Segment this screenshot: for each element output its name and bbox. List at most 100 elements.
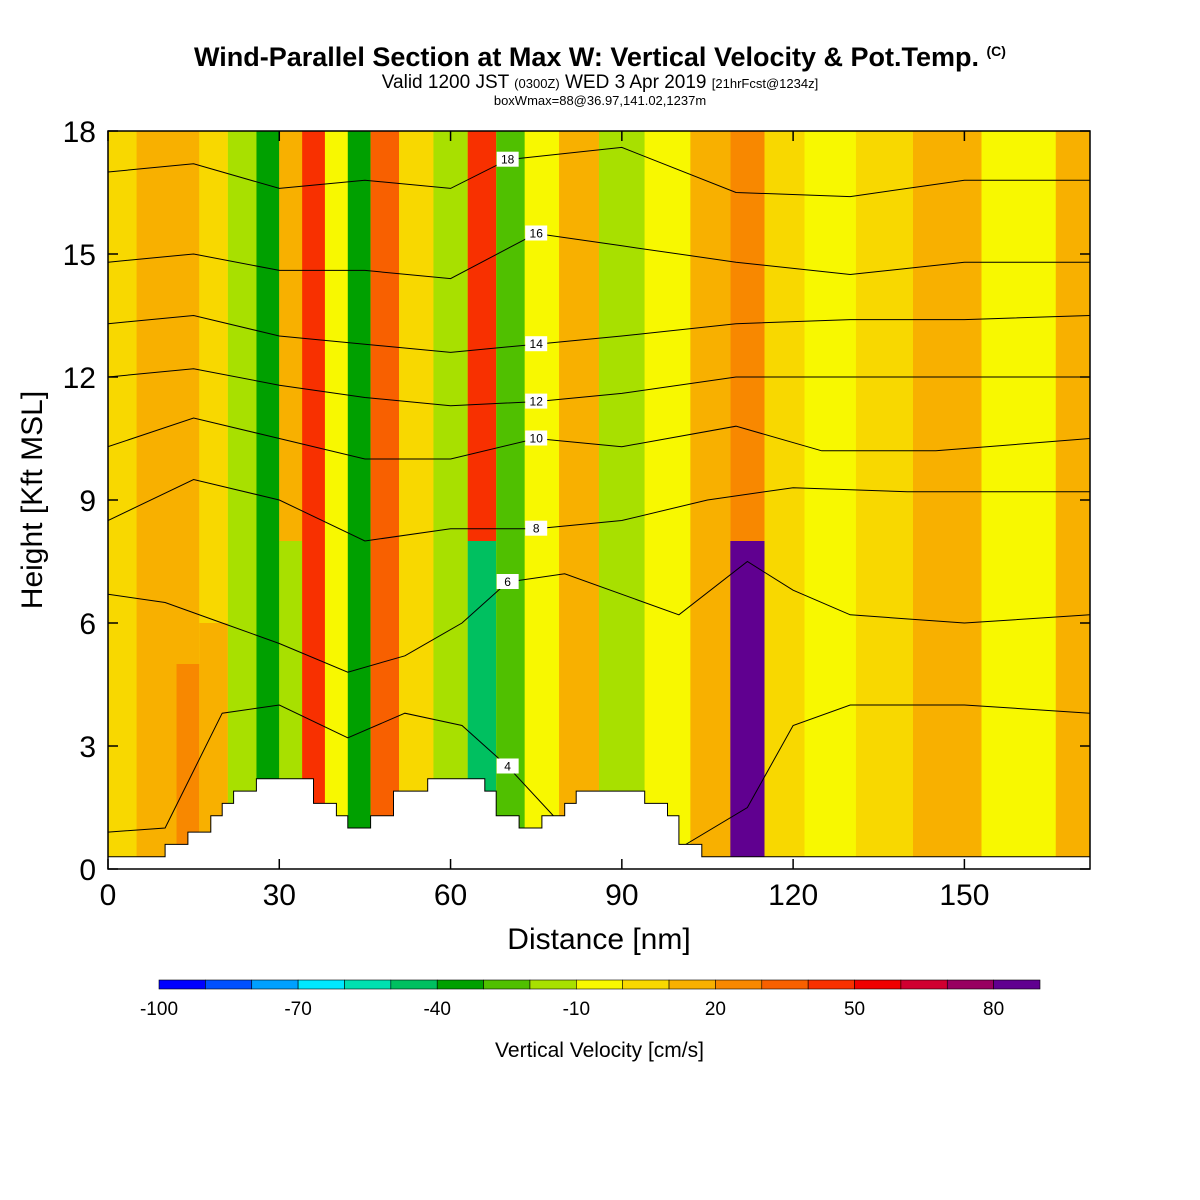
colorbar-swatch [344, 979, 392, 990]
x-tick-label: 90 [605, 879, 638, 912]
colorbar-swatch [715, 979, 763, 990]
theta-label-box [525, 393, 548, 409]
y-tick-label: 12 [63, 362, 96, 395]
colorbar-tick-label: 50 [844, 999, 865, 1020]
theta-contour-label: 8 [525, 520, 548, 536]
colorbar-tick-label: -10 [563, 999, 590, 1020]
theta-label-text: 16 [530, 227, 544, 241]
velocity-cell [136, 131, 177, 869]
theta-contour-label: 4 [496, 758, 519, 774]
colorbar-swatch [900, 979, 948, 990]
valid-prefix: Valid 1200 JST [381, 72, 509, 93]
y-tick-label: 6 [79, 608, 96, 641]
x-tick-label: 30 [263, 879, 296, 912]
chart-title-text: Wind-Parallel Section at Max W: Vertical… [194, 42, 979, 72]
velocity-cell [176, 664, 200, 869]
valid-utc: (0300Z) [514, 76, 560, 91]
theta-label-box [525, 225, 548, 241]
theta-label-box [496, 151, 519, 167]
colorbar-swatch [576, 979, 623, 990]
box-info: boxWmax=88@36.97,141.02,1237m [493, 93, 707, 108]
colorbar-tick-label: -100 [140, 999, 178, 1020]
velocity-cell [730, 131, 765, 541]
x-tick-label: 120 [768, 879, 818, 912]
x-tick-label: 60 [434, 879, 467, 912]
velocity-cell [599, 131, 645, 869]
colorbar-swatch [205, 979, 253, 990]
colorbar-tick-label: 80 [983, 999, 1004, 1020]
theta-contours: 4 6 8 10 12 14 16 18 [108, 146, 1090, 850]
colorbar-swatch [622, 979, 670, 990]
axes: 0 30 60 90 120 150 0 3 6 9 12 15 18 Distance [nm] Heig… [16, 116, 1090, 956]
colorbar-swatch [993, 979, 1041, 990]
colorbar-swatch [297, 979, 345, 990]
colorbar-swatch [854, 979, 902, 990]
velocity-field [108, 131, 1090, 869]
colorbar-tick-label: 20 [705, 999, 726, 1020]
theta-label-box [496, 574, 519, 589]
theta-contour-label: 12 [525, 393, 548, 409]
velocity-cell [399, 131, 434, 869]
x-tick-label: 0 [100, 879, 117, 912]
theta-label-box [525, 336, 548, 352]
copyright-mark: (C) [986, 43, 1006, 59]
velocity-cell [524, 131, 560, 869]
velocity-cell [855, 131, 914, 869]
velocity-cell [302, 131, 325, 869]
theta-contour-label: 18 [496, 151, 519, 167]
colorbar-swatch [761, 979, 809, 990]
velocity-cell [467, 131, 497, 541]
velocity-cell [227, 131, 257, 869]
theta-label-box [525, 430, 548, 446]
x-axis-title: Distance [nm] [507, 923, 690, 956]
velocity-cell [279, 131, 303, 541]
velocity-cell [496, 131, 525, 869]
valid-time-line: Valid 1200 JST (0300Z) WED 3 Apr 2019 [2… [0, 72, 1200, 94]
velocity-cell [176, 131, 200, 664]
colorbar-swatch [668, 979, 716, 990]
theta-label-box [496, 758, 519, 774]
theta-contour-label: 16 [525, 225, 548, 241]
theta-label-text: 10 [530, 432, 544, 446]
chart-title: Wind-Parallel Section at Max W: Vertical… [0, 42, 1200, 73]
colorbar-swatch [436, 979, 484, 990]
theta-contour-label: 14 [525, 336, 548, 352]
x-tick-label: 150 [939, 879, 989, 912]
velocity-cell [730, 541, 765, 869]
theta-label-text: 14 [530, 337, 544, 351]
y-axis-title: Height [Kft MSL] [16, 391, 49, 609]
theta-label-text: 8 [533, 522, 540, 536]
theta-contour-label: 10 [525, 430, 548, 446]
theta-label-text: 6 [504, 575, 511, 589]
colorbar-swatch [390, 979, 438, 990]
colorbar-swatch [946, 979, 994, 990]
velocity-cell [256, 131, 280, 869]
y-tick-label: 9 [79, 485, 96, 518]
forecast-info: [21hrFcst@1234z] [711, 76, 819, 91]
y-tick-label: 3 [79, 731, 96, 764]
y-tick-label: 18 [63, 116, 96, 149]
theta-label-text: 12 [530, 395, 544, 409]
velocity-cell [199, 131, 228, 623]
velocity-cell [913, 131, 982, 869]
colorbar-swatch [529, 979, 577, 990]
velocity-cell [644, 131, 691, 869]
colorbar-swatch [158, 979, 206, 990]
theta-label-text: 18 [501, 153, 515, 167]
velocity-cell [559, 131, 599, 869]
valid-date: WED 3 Apr 2019 [564, 72, 707, 93]
y-tick-label: 15 [63, 239, 96, 272]
colorbar-swatch [483, 979, 531, 990]
velocity-cell [804, 131, 856, 869]
velocity-cell [324, 131, 348, 869]
velocity-cell [981, 131, 1056, 869]
theta-label-box [525, 520, 548, 536]
colorbar: -100 -70 -40 -10 20 50 80 Vertical Velocity [cm… [140, 979, 1041, 1062]
velocity-cell [764, 131, 805, 869]
colorbar-tick-label: -40 [423, 999, 450, 1020]
velocity-cell [347, 131, 371, 869]
velocity-cell [370, 131, 400, 869]
y-tick-label: 0 [79, 854, 96, 887]
colorbar-title: Vertical Velocity [cm/s] [495, 1039, 704, 1062]
